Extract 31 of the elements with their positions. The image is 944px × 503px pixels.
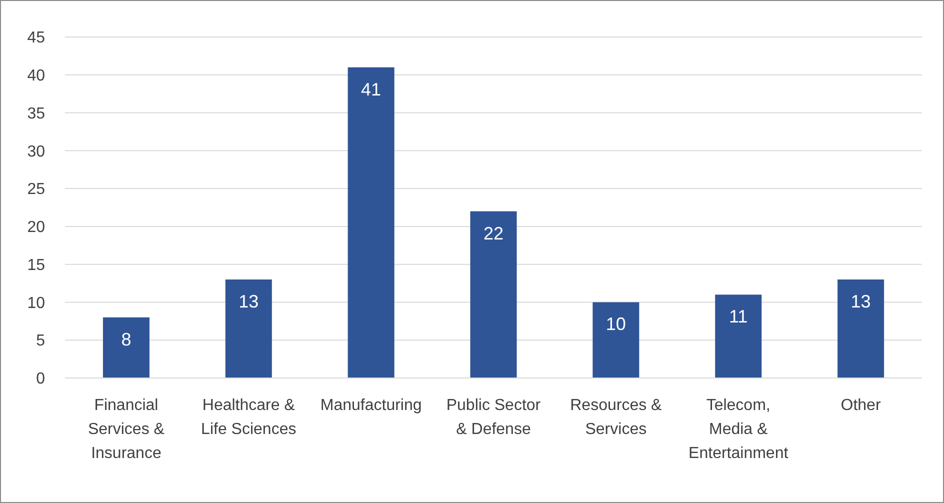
x-tick-label: Other: [840, 397, 882, 414]
y-tick-label: 5: [36, 332, 46, 350]
data-label: 41: [361, 79, 382, 100]
data-label: 11: [729, 306, 748, 327]
data-label: 13: [850, 291, 871, 312]
y-tick-label: 25: [27, 181, 46, 198]
bar: [348, 67, 394, 378]
data-label: 10: [606, 314, 626, 334]
x-tick-label: Telecom, Media & Entertainment: [688, 397, 789, 462]
y-tick-label: 30: [27, 143, 46, 160]
y-tick-label: 0: [36, 370, 46, 388]
bar: [225, 279, 272, 378]
x-tick-label: Healthcare & Life Sciences: [201, 397, 296, 438]
y-tick-label: 10: [27, 294, 46, 312]
bar: [715, 294, 762, 378]
bar: [470, 211, 517, 378]
y-tick-label: 20: [27, 219, 46, 236]
data-label: 8: [121, 329, 132, 350]
y-tick-label: 15: [27, 256, 46, 274]
bar: [838, 279, 884, 378]
x-tick-label: Public Sector & Defense: [446, 397, 542, 438]
data-label: 13: [238, 291, 259, 312]
x-tick-label: Manufacturing: [320, 397, 422, 414]
y-tick-label: 35: [27, 105, 46, 122]
y-tick-label: 40: [27, 67, 46, 84]
x-tick-label: Resources & Services: [570, 397, 662, 438]
bar: [102, 317, 150, 378]
bar: [592, 302, 640, 378]
data-label: 22: [483, 223, 504, 244]
y-tick-label: 45: [27, 30, 46, 47]
x-tick-label: Financial Services & Insurance: [88, 397, 165, 462]
